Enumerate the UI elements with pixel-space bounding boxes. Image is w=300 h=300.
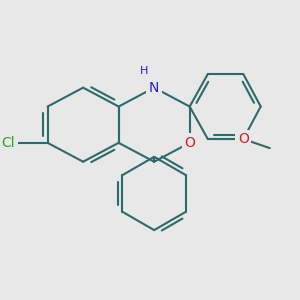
Text: N: N bbox=[149, 81, 159, 95]
Text: Cl: Cl bbox=[2, 136, 15, 150]
Text: H: H bbox=[140, 66, 148, 76]
Text: O: O bbox=[238, 132, 249, 146]
Text: O: O bbox=[184, 136, 195, 150]
